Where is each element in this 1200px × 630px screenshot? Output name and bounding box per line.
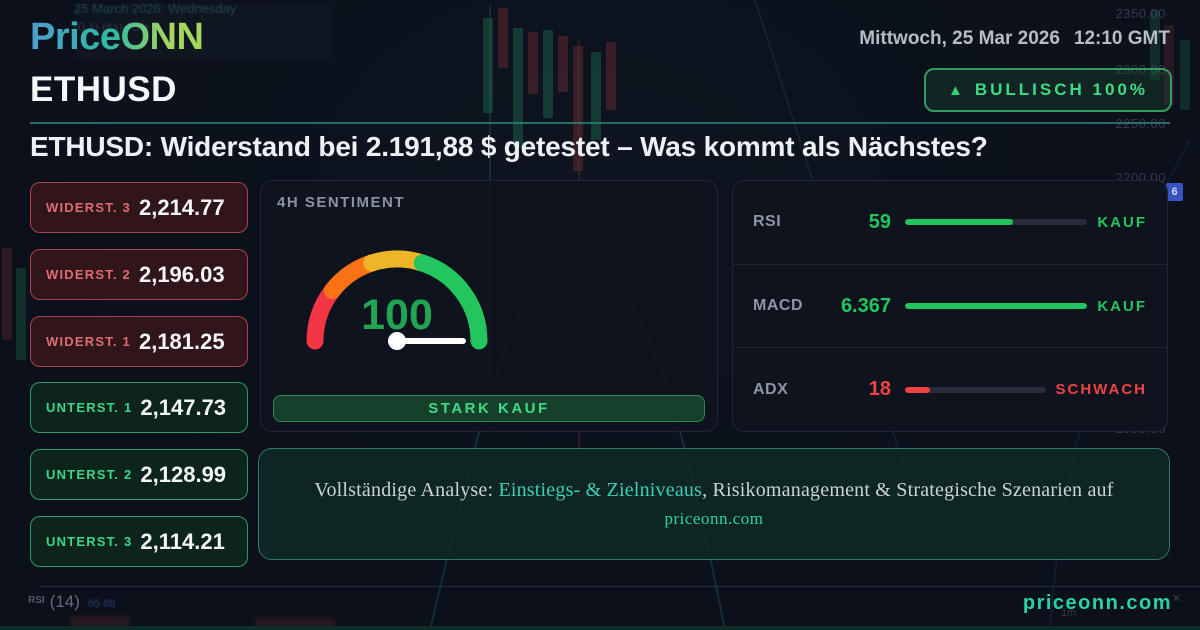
rsi-legend-period: (14): [49, 592, 80, 611]
level-label: UNTERST. 3: [46, 534, 133, 549]
banner-text-after: , Risikomanagement & Strategische Szenar…: [702, 479, 1114, 501]
candlestick: [1180, 40, 1190, 110]
indicator-row-adx: ADX 18 SCHWACH: [733, 347, 1167, 431]
chart-legend-backplate: [74, 4, 332, 60]
indicator-value: 59: [868, 210, 891, 233]
level-value: 2,214.77: [138, 194, 225, 220]
banner-site-link[interactable]: priceonn.com: [664, 509, 764, 528]
chart-watermark-line1: 25 March 2026: Wednesday: [74, 1, 237, 16]
indicator-bar-track: [905, 386, 1046, 393]
headline: ETHUSD: Widerstand bei 2.191,88 $ getest…: [30, 131, 988, 162]
indicator-status: SCHWACH: [1055, 381, 1147, 399]
level-label: UNTERST. 1: [46, 400, 133, 415]
level-value: 2,128.99: [140, 461, 227, 487]
candlestick: [606, 42, 616, 110]
price-axis-label: 2350.00: [1115, 6, 1166, 21]
level-value: 2,196.03: [138, 261, 225, 287]
sentiment-panel-title: 4H SENTIMENT: [277, 194, 406, 211]
gauge-needle-hub: [388, 332, 406, 350]
level-value: 2,181.25: [138, 328, 225, 354]
candlestick: [70, 616, 130, 628]
resistance-1-box: WIDERST. 1 2,181.25: [30, 316, 248, 367]
indicator-row-rsi: RSI 59 KAUF: [733, 181, 1167, 264]
resistance-2-box: WIDERST. 2 2,196.03: [30, 249, 248, 300]
candlestick: [1164, 25, 1174, 105]
interval-label: 1m: [1061, 607, 1077, 619]
symbol-title: ETHUSD: [30, 70, 177, 109]
title-divider: [30, 122, 1170, 124]
support-1-box: UNTERST. 1 2,147.73: [30, 382, 248, 433]
candlestick: [528, 32, 538, 94]
indicator-name: MACD: [753, 297, 803, 314]
level-label: UNTERST. 2: [46, 467, 133, 482]
bottom-strip: [0, 626, 1200, 630]
indicator-bar-fill: [905, 219, 1013, 226]
indicator-value: 6.367: [840, 294, 891, 317]
analysis-banner: Vollständige Analyse: Einstiegs- & Zieln…: [258, 448, 1170, 560]
rsi-legend-values: 65 88: [87, 598, 116, 610]
close-icon[interactable]: ×: [1172, 590, 1181, 607]
indicator-status: KAUF: [1097, 297, 1147, 315]
level-label: WIDERST. 2: [46, 267, 131, 282]
candlestick: [483, 18, 493, 113]
candlestick: [2, 248, 12, 340]
indicator-name: ADX: [753, 380, 789, 398]
chart-pane-divider: [40, 586, 1200, 587]
indicator-bar-track: [905, 303, 1088, 309]
candlestick: [16, 268, 26, 360]
level-label: WIDERST. 1: [46, 334, 131, 349]
sentiment-panel: 4H SENTIMENT 100 STARK KAUF: [260, 180, 718, 432]
indicator-bar-fill: [905, 303, 1088, 309]
candlestick: [1150, 10, 1160, 80]
candlestick: [573, 46, 583, 171]
indicator-status: KAUF: [1097, 213, 1147, 231]
indicator-value: 18: [868, 378, 891, 401]
up-triangle-icon: ▲: [948, 81, 963, 99]
time-text: 12:10 GMT: [1073, 28, 1170, 49]
level-value: 2,114.21: [140, 528, 225, 554]
price-axis-tag: 6: [1166, 183, 1183, 201]
banner-text: Vollständige Analyse: Einstiegs- & Zieln…: [314, 479, 1113, 502]
stark-kauf-label: STARK KAUF: [428, 400, 550, 417]
stark-kauf-button[interactable]: STARK KAUF: [273, 395, 705, 422]
level-value: 2,147.73: [140, 394, 227, 420]
candlestick: [543, 30, 553, 118]
support-3-box: UNTERST. 3 2,114.21: [30, 516, 248, 567]
level-label: WIDERST. 3: [46, 200, 131, 215]
priceonn-logo: PriceONN: [30, 16, 204, 58]
chart-watermark-line2: (0.1) (lta) 7d%: [74, 20, 150, 34]
support-2-box: UNTERST. 2 2,128.99: [30, 449, 248, 500]
datetime: Mittwoch, 25 Mar 2026 12:10 GMT: [859, 28, 1170, 50]
resistance-3-box: WIDERST. 3 2,214.77: [30, 182, 248, 233]
rsi-legend-label: RSI: [28, 595, 45, 606]
candlestick: [498, 8, 508, 68]
candlestick: [591, 52, 601, 140]
indicator-name: RSI: [753, 213, 782, 231]
sentiment-value: 100: [361, 291, 433, 339]
candlestick: [513, 28, 523, 148]
badge-label: BULLISCH 100%: [974, 80, 1148, 99]
gauge-arc: [306, 250, 488, 350]
candlestick: [255, 618, 335, 628]
indicator-bar-track: [905, 219, 1088, 226]
indicators-panel: RSI 59 KAUF MACD 6.367 KAUF ADX 18 SCHWA…: [732, 180, 1168, 432]
sentiment-gauge: 100: [287, 237, 507, 367]
bullish-badge: ▲ BULLISCH 100%: [924, 68, 1172, 112]
rsi-indicator-legend: RSI (14) 65 88: [28, 592, 115, 612]
banner-text-before: Vollständige Analyse:: [314, 479, 499, 501]
indicator-row-macd: MACD 6.367 KAUF: [733, 263, 1167, 348]
footer-site-link[interactable]: priceonn.com: [1022, 592, 1172, 614]
banner-text-highlight: Einstiegs- & Zielniveaus: [498, 479, 703, 501]
candlestick: [558, 36, 568, 92]
date-text: Mittwoch, 25 Mar 2026: [859, 28, 1060, 49]
indicator-bar-fill: [905, 386, 931, 393]
